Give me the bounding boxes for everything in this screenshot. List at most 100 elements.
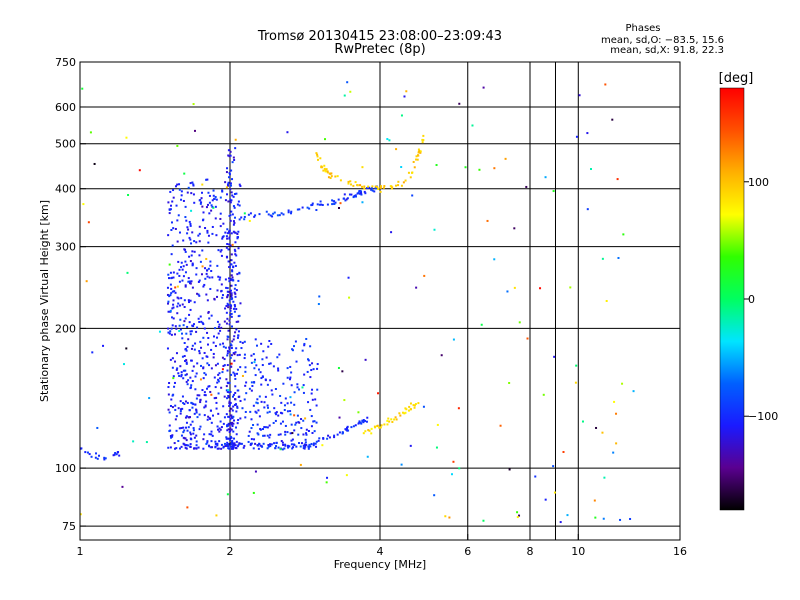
data-point xyxy=(221,368,224,371)
data-point xyxy=(280,212,283,215)
data-point xyxy=(310,392,313,395)
data-point xyxy=(169,309,172,312)
data-point xyxy=(168,332,171,335)
data-point xyxy=(310,425,313,428)
data-point xyxy=(235,403,238,406)
data-point xyxy=(239,366,242,369)
data-point xyxy=(230,259,233,262)
data-point xyxy=(185,332,188,335)
data-point xyxy=(228,401,231,404)
data-point xyxy=(195,372,198,375)
data-point xyxy=(236,237,239,240)
data-point xyxy=(228,391,231,394)
data-point xyxy=(198,279,201,282)
data-point xyxy=(198,240,201,243)
data-point xyxy=(291,438,294,441)
data-point xyxy=(226,302,229,305)
data-point xyxy=(236,445,239,448)
data-point xyxy=(237,389,240,392)
data-point xyxy=(227,277,230,280)
data-point xyxy=(309,376,312,379)
data-point xyxy=(175,368,178,371)
data-point xyxy=(277,367,280,370)
data-point xyxy=(178,268,181,271)
data-point xyxy=(244,384,247,387)
data-point xyxy=(268,436,271,439)
data-point xyxy=(386,138,389,141)
data-point xyxy=(104,457,107,460)
data-point xyxy=(225,437,228,440)
data-point xyxy=(257,368,260,371)
data-point xyxy=(221,356,224,359)
data-point xyxy=(605,299,608,302)
data-point xyxy=(210,430,213,433)
data-point xyxy=(219,276,222,279)
data-point xyxy=(364,358,367,361)
data-point xyxy=(182,239,185,242)
data-point xyxy=(207,415,210,418)
data-point xyxy=(174,418,177,421)
data-point xyxy=(197,317,200,320)
data-point xyxy=(226,167,229,170)
data-point xyxy=(167,331,170,334)
data-point xyxy=(258,442,261,445)
data-point xyxy=(343,94,346,97)
data-point xyxy=(199,315,202,318)
data-point xyxy=(286,376,289,379)
data-point xyxy=(259,427,262,430)
data-point xyxy=(205,206,208,209)
data-point xyxy=(253,438,256,441)
data-point xyxy=(230,445,233,448)
data-point xyxy=(316,153,319,156)
data-point xyxy=(294,340,297,343)
data-point xyxy=(235,433,238,436)
data-point xyxy=(206,362,209,365)
data-point xyxy=(217,332,220,335)
data-point xyxy=(278,214,281,217)
data-point xyxy=(235,426,238,429)
data-point xyxy=(254,358,257,361)
data-point xyxy=(114,452,117,455)
data-point xyxy=(294,423,297,426)
data-point xyxy=(250,361,253,364)
data-point xyxy=(187,299,190,302)
data-point xyxy=(209,287,212,290)
data-point xyxy=(229,201,232,204)
data-point xyxy=(186,429,189,432)
data-point xyxy=(230,315,233,318)
data-point xyxy=(247,434,250,437)
data-point xyxy=(198,232,201,235)
data-point xyxy=(187,444,190,447)
data-point xyxy=(315,440,318,443)
data-point xyxy=(259,371,262,374)
data-point xyxy=(187,277,190,280)
colorbar-label: [deg] xyxy=(719,71,754,86)
data-point xyxy=(232,352,235,355)
data-point xyxy=(198,320,201,323)
data-point xyxy=(629,517,632,520)
data-point xyxy=(274,388,277,391)
x-tick-label: 4 xyxy=(377,545,384,558)
data-point xyxy=(244,410,247,413)
data-point xyxy=(230,263,233,266)
data-point xyxy=(216,362,219,365)
data-point xyxy=(553,355,556,358)
data-point xyxy=(259,444,262,447)
data-point xyxy=(282,443,285,446)
grid-lines xyxy=(80,62,680,540)
data-point xyxy=(243,215,246,218)
data-point xyxy=(334,201,337,204)
data-point xyxy=(506,290,509,293)
data-point xyxy=(193,201,196,204)
data-point xyxy=(258,395,261,398)
data-point xyxy=(215,234,218,237)
data-point xyxy=(229,219,232,222)
data-point xyxy=(317,439,320,442)
data-point xyxy=(172,189,175,192)
data-point xyxy=(93,162,96,165)
data-point xyxy=(275,411,278,414)
data-point xyxy=(170,398,173,401)
data-point xyxy=(230,295,233,298)
data-point xyxy=(208,317,211,320)
data-point xyxy=(195,397,198,400)
